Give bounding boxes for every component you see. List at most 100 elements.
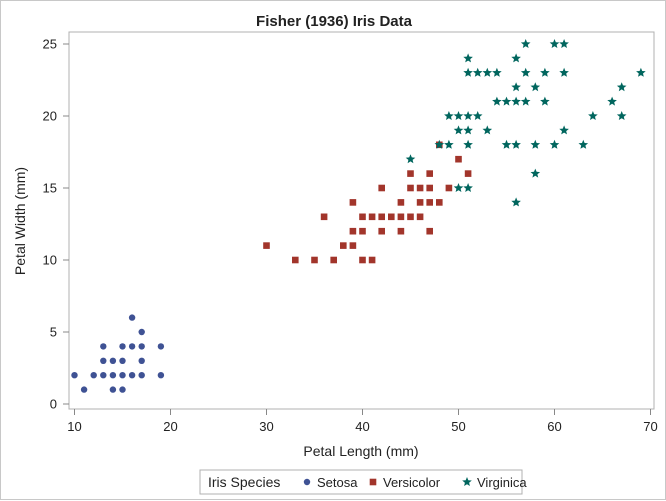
virginica-point [463,139,473,149]
setosa-point [138,372,145,379]
virginica-point [530,139,541,149]
versicolor-point [320,213,328,221]
virginica-point [559,39,569,48]
virginica-point [492,96,502,106]
x-tick-label: 70 [643,419,657,434]
legend-label-versicolor: Versicolor [383,475,441,490]
versicolor-point [397,199,405,206]
virginica-point [520,39,531,48]
versicolor-point [368,213,376,221]
setosa-point [109,372,117,379]
x-tick-label: 60 [547,419,561,434]
y-tick-label: 15 [43,181,57,196]
virginica-point [511,82,521,92]
versicolor-point [349,199,357,206]
x-tick-label: 50 [451,419,465,434]
x-tick-label: 40 [355,419,369,434]
virginica-point [453,125,464,135]
setosa-point [119,343,126,350]
virginica-point [530,168,541,178]
x-axis-label: Petal Length (mm) [303,443,418,459]
virginica-point [549,139,560,149]
data-points [71,39,646,393]
virginica-point [578,139,589,149]
virginica-point [453,183,464,192]
y-tick-label: 25 [43,37,57,52]
virginica-point [482,125,493,135]
legend-box [199,469,523,495]
versicolor-point [368,256,376,264]
virginica-point [434,139,445,149]
legend-setosa-marker [303,478,311,486]
virginica-point [501,139,512,149]
setosa-point [109,386,117,393]
setosa-point [100,357,107,364]
plot-frame [68,31,655,410]
setosa-point [128,314,136,321]
virginica-point [405,154,416,164]
setosa-point [119,357,126,364]
virginica-point [453,111,464,120]
versicolor-point [397,227,405,235]
virginica-point [472,111,483,120]
virginica-point [511,96,521,106]
virginica-point [444,111,454,120]
versicolor-point [349,227,357,235]
virginica-point [607,96,617,106]
virginica-point [540,67,550,77]
virginica-point [463,111,473,120]
setosa-point [119,372,126,379]
setosa-point [157,372,165,379]
versicolor-point [436,199,443,206]
legend-title: Iris Species [208,474,280,490]
x-axis: 10 20 30 40 50 60 70 [67,409,658,434]
versicolor-point [455,155,462,163]
setosa-point [71,372,78,379]
x-tick-label: 10 [67,419,81,434]
virginica-point [482,67,493,77]
virginica-point [511,139,521,149]
legend-label-setosa: Setosa [317,475,358,490]
legend-virginica-marker [462,477,472,486]
x-tick-label: 30 [259,419,273,434]
setosa-point [157,343,165,350]
versicolor-point [292,256,299,264]
legend-label-virginica: Virginica [477,475,527,490]
versicolor-point [407,170,414,177]
versicolor-point [263,242,270,249]
virginica-point [511,197,521,207]
virginica-point [616,82,627,92]
legend-versicolor-marker [369,478,377,486]
setosa-point [109,357,117,364]
virginica-point [492,67,502,77]
versicolor-point [359,227,366,235]
versicolor-point [426,227,433,235]
versicolor-point [349,242,357,249]
y-tick-label: 5 [50,325,57,340]
versicolor-point [388,213,395,221]
virginica-point [463,53,473,63]
virginica-point [636,67,646,77]
versicolor-point [378,227,385,235]
setosa-point [100,372,107,379]
virginica-point [472,67,483,77]
y-tick-label: 10 [43,253,57,268]
y-axis-label: Petal Width (mm) [12,167,28,275]
versicolor-point [426,199,433,206]
virginica-point [501,96,512,106]
virginica-point [540,96,550,106]
setosa-point [128,372,136,379]
virginica-point [463,67,473,77]
virginica-point [530,82,541,92]
virginica-point [463,125,473,135]
y-tick-label: 0 [50,397,57,412]
versicolor-point [311,256,318,264]
setosa-point [138,328,145,336]
versicolor-point [359,213,366,221]
virginica-point [588,111,598,120]
versicolor-point [378,213,385,221]
versicolor-point [330,256,337,264]
y-axis: 0 5 10 15 20 25 [43,37,69,412]
versicolor-point [464,170,472,177]
